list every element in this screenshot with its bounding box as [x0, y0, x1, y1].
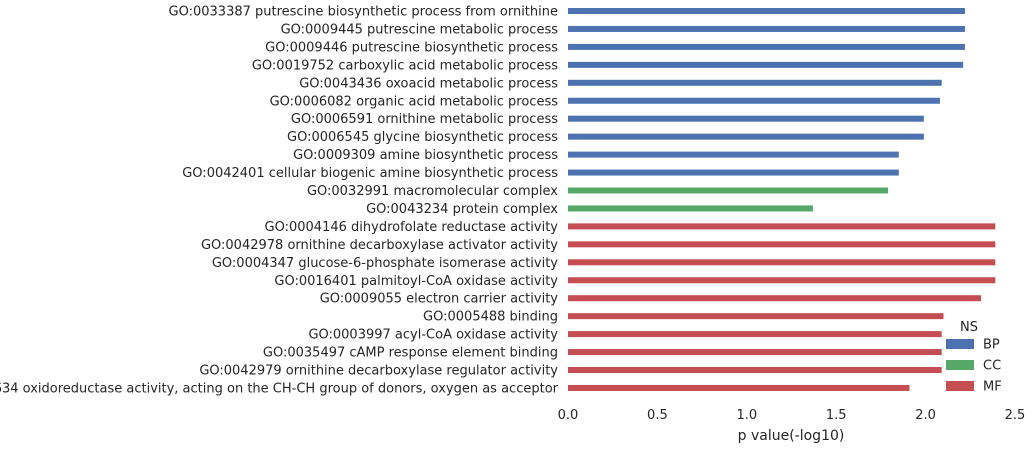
- bar-17: [568, 295, 982, 302]
- x-tick-label-2: 0.5: [647, 408, 668, 423]
- bar-12: [568, 205, 813, 212]
- category-label-2: GO:0009445 putrescine metabolic process: [281, 22, 559, 37]
- bar-7: [568, 115, 924, 122]
- x-tick-label-3: 1.0: [736, 408, 757, 423]
- legend-swatch-bp: [946, 339, 974, 349]
- category-label-11: GO:0032991 macromolecular complex: [307, 184, 558, 199]
- x-tick-label-5: 2.0: [915, 408, 936, 423]
- bar-6: [568, 97, 940, 104]
- bar-8: [568, 133, 924, 140]
- category-label-20: GO:0035497 cAMP response element binding: [263, 346, 558, 361]
- x-tick-label-6: 2.5: [1005, 408, 1026, 423]
- x-tick-label-1: 0.0: [558, 408, 579, 423]
- x-tick-label-4: 1.5: [826, 408, 847, 423]
- category-label-22: GO:0016634 oxidoreductase activity, acti…: [0, 381, 559, 396]
- legend-title: NS: [960, 320, 978, 335]
- bar-19: [568, 331, 942, 338]
- category-label-4: GO:0019752 carboxylic acid metabolic pro…: [252, 58, 558, 73]
- category-label-3: GO:0009446 putrescine biosynthetic proce…: [265, 40, 558, 55]
- category-label-8: GO:0006545 glycine biosynthetic process: [287, 130, 558, 145]
- bar-4: [568, 61, 964, 68]
- bar-1: [568, 8, 965, 14]
- category-label-6: GO:0006082 organic acid metabolic proces…: [270, 94, 559, 109]
- legend-swatch-mf: [946, 381, 974, 391]
- legend: NS BP CC MF: [946, 320, 1002, 395]
- bar-21: [568, 367, 942, 373]
- category-label-5: GO:0043436 oxoacid metabolic process: [299, 76, 558, 91]
- category-label-19: GO:0003997 acyl-CoA oxidase activity: [308, 328, 558, 343]
- bar-20: [568, 349, 942, 356]
- bar-14: [568, 241, 996, 248]
- category-label-16: GO:0016401 palmitoyl-CoA oxidase activit…: [274, 274, 558, 289]
- category-label-21: GO:0042979 ornithine decarboxylase regul…: [199, 364, 558, 379]
- category-label-15: GO:0004347 glucose-6-phosphate isomerase…: [212, 256, 558, 271]
- category-labels: GO:0033387 putrescine biosynthetic proce…: [0, 5, 559, 397]
- category-label-1: GO:0033387 putrescine biosynthetic proce…: [169, 5, 558, 20]
- category-label-12: GO:0043234 protein complex: [366, 202, 558, 217]
- bar-18: [568, 313, 944, 320]
- category-label-17: GO:0009055 electron carrier activity: [320, 292, 559, 307]
- legend-label-cc: CC: [983, 359, 1001, 374]
- legend-label-bp: BP: [983, 338, 1000, 353]
- category-label-10: GO:0042401 cellular biogenic amine biosy…: [182, 166, 558, 181]
- x-tick-labels: 0.0 0.5 1.0 1.5 2.0 2.5: [558, 408, 1026, 423]
- bar-16: [568, 277, 996, 284]
- category-label-7: GO:0006591 ornithine metabolic process: [291, 112, 558, 127]
- bar-15: [568, 259, 996, 266]
- category-label-14: GO:0042978 ornithine decarboxylase activ…: [201, 238, 558, 253]
- bar-2: [568, 25, 965, 32]
- category-label-9: GO:0009309 amine biosynthetic process: [293, 148, 558, 163]
- bars-group: [568, 8, 996, 391]
- category-label-13: GO:0004146 dihydrofolate reductase activ…: [265, 220, 559, 235]
- legend-swatch-cc: [946, 360, 974, 370]
- category-label-18: GO:0005488 binding: [423, 310, 558, 325]
- x-axis-label: p value(-log10): [738, 428, 845, 444]
- bar-9: [568, 151, 899, 158]
- bar-13: [568, 223, 996, 230]
- bar-5: [568, 79, 942, 86]
- bar-3: [568, 43, 965, 50]
- legend-label-mf: MF: [983, 380, 1002, 395]
- bar-22: [568, 384, 910, 391]
- bar-11: [568, 187, 889, 194]
- bar-10: [568, 169, 899, 176]
